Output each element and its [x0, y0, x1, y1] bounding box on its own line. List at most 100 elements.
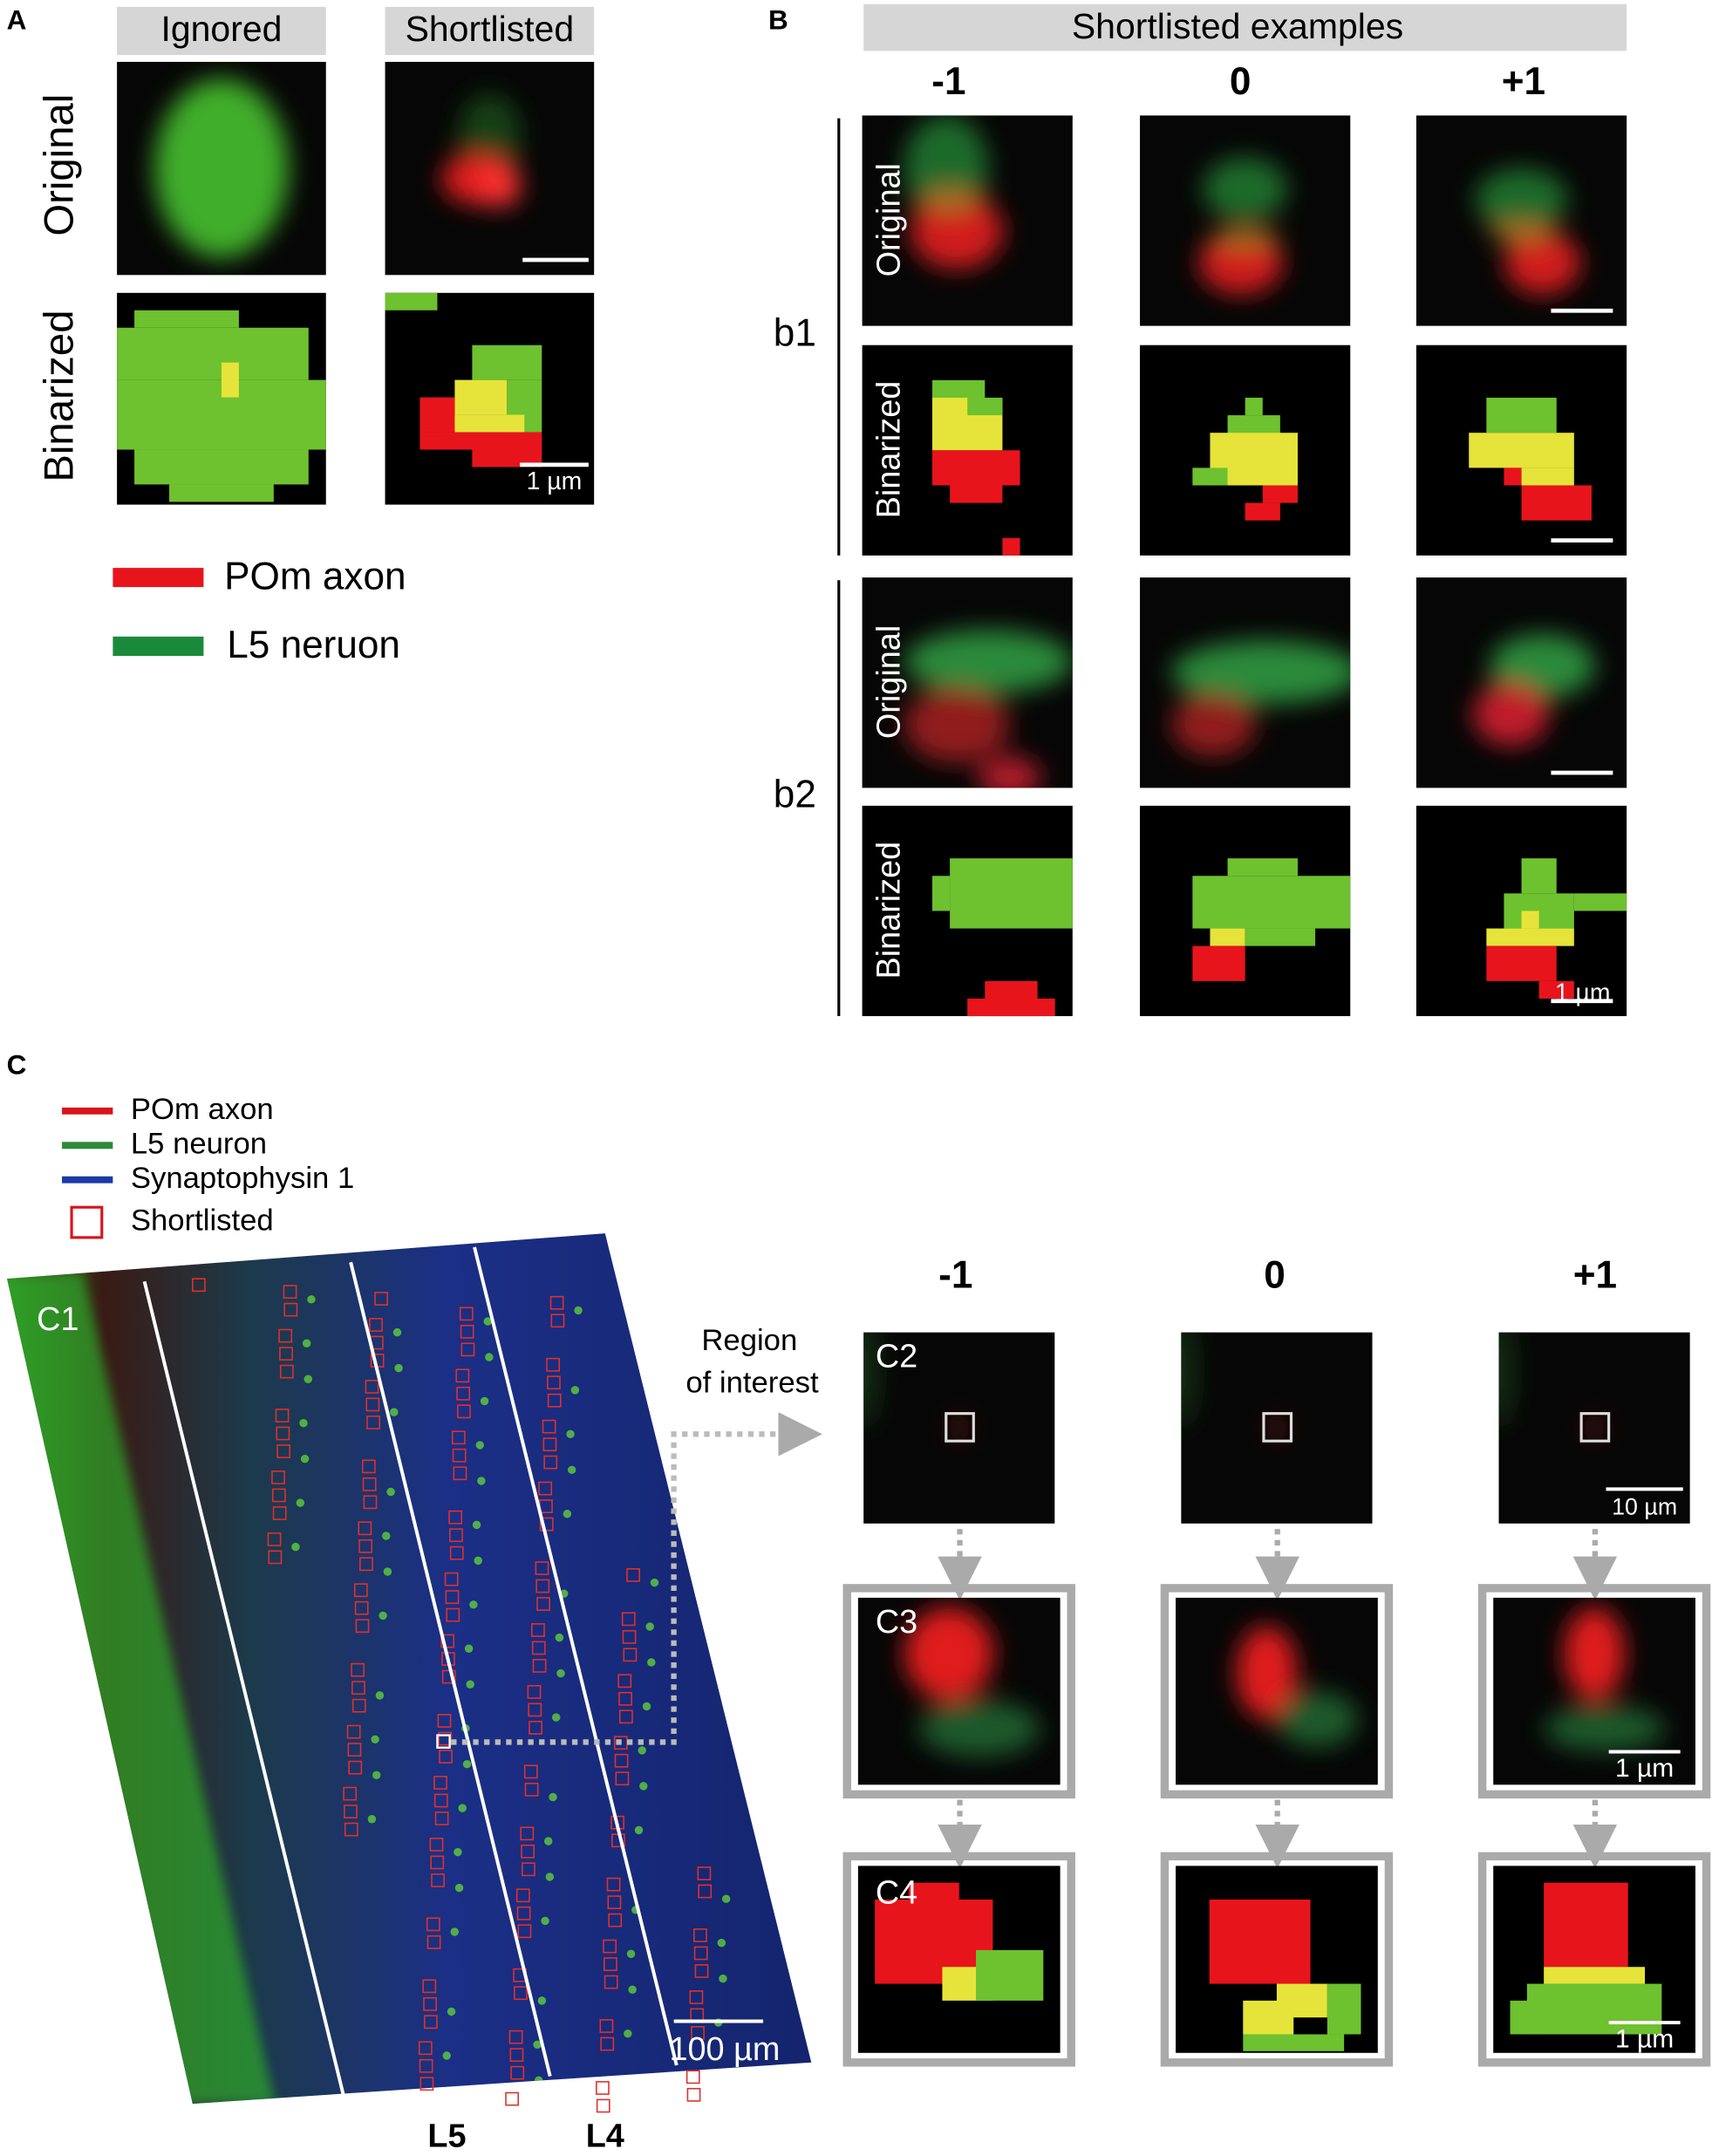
cell [390, 1408, 399, 1416]
shortlisted-box [626, 1568, 640, 1582]
column-header: +1 [1573, 1253, 1617, 1296]
original-image [1181, 1332, 1373, 1524]
cell [638, 1746, 646, 1755]
cell [475, 1441, 485, 1450]
original-image [1140, 115, 1351, 326]
shortlisted-box [686, 2087, 701, 2102]
blob [1564, 1607, 1625, 1701]
blob [1236, 1626, 1298, 1720]
binarized-image [385, 292, 595, 505]
original-image [1498, 1332, 1690, 1524]
cell [721, 1894, 731, 1903]
shortlisted-box [515, 1888, 530, 1903]
roi-connector [451, 1412, 822, 1745]
cell [296, 1498, 305, 1507]
pixel-block [931, 876, 951, 911]
original-image [117, 61, 326, 276]
shortlisted-box [547, 1375, 561, 1390]
pixel-block [117, 327, 309, 380]
cell [307, 1295, 316, 1304]
pixel-block [1486, 928, 1574, 946]
shortlisted-box [606, 1877, 621, 1892]
pixel-block [1192, 467, 1228, 486]
cell [299, 1418, 308, 1428]
cell [304, 1375, 312, 1383]
blobs [1544, 1607, 1666, 1751]
pixel-block [976, 1949, 1044, 2001]
blobs [154, 78, 289, 258]
cell [466, 1680, 474, 1689]
shortlisted-box [439, 1750, 453, 1764]
shortlisted-box [433, 1776, 447, 1790]
pixel-block [1504, 467, 1522, 486]
shortlisted-box [531, 1641, 546, 1655]
shortlisted-box [599, 2019, 614, 2033]
blob [1203, 157, 1287, 222]
shortlisted-box [527, 1685, 542, 1699]
cell [386, 1487, 395, 1497]
shortlisted-box [550, 1313, 565, 1328]
panel-label: B [768, 4, 788, 36]
shortlisted-box [535, 1561, 549, 1575]
blob [924, 187, 976, 213]
shortlisted-box [355, 1619, 370, 1634]
shortlisted-box [419, 2058, 433, 2073]
cell [444, 2087, 453, 2096]
blobs [1198, 157, 1287, 295]
blob [1171, 640, 1351, 704]
pixel-block [419, 397, 455, 433]
pixel-block [1544, 1967, 1646, 1984]
pixel-block [1469, 433, 1574, 468]
shortlisted-box [693, 1928, 707, 1942]
blobs [904, 1607, 1040, 1757]
cell [555, 1633, 564, 1642]
pixel-block [1526, 1983, 1662, 2035]
cell [458, 1804, 467, 1812]
pixel-block [1521, 858, 1557, 894]
shortlisted-box [365, 1380, 379, 1394]
shortlisted-box [275, 1409, 290, 1423]
shortlisted-box [510, 2065, 525, 2080]
shortlisted-box [693, 1946, 708, 1961]
shortlisted-box [361, 1459, 376, 1474]
shortlisted-box [452, 1448, 467, 1463]
shortlisted-box [358, 1539, 373, 1553]
legend-label: POm axon [224, 555, 406, 597]
shortlisted-box [283, 1285, 297, 1300]
cell [480, 1396, 489, 1406]
shortlisted-box [528, 1702, 542, 1717]
pixel-block [1192, 945, 1245, 981]
shortlisted-box [618, 1709, 633, 1724]
shortlisted-box [418, 2041, 433, 2056]
shortlisted-box [455, 1368, 470, 1383]
original-image [863, 1332, 1055, 1524]
pixel-block [472, 345, 542, 380]
shortlisted-box [549, 1295, 564, 1310]
blob [978, 756, 1041, 788]
roi-label: of interest [685, 1367, 819, 1400]
overview-detail [6, 1272, 731, 2105]
blob [904, 630, 1073, 693]
pixel-block [134, 449, 309, 485]
shortlisted-box [276, 1444, 291, 1458]
shortlisted-box [697, 1866, 712, 1880]
cell [302, 1339, 311, 1348]
cell [483, 1317, 492, 1326]
cell [474, 1556, 482, 1566]
overview-label: C1 [37, 1301, 78, 1338]
shortlisted-box [348, 1760, 363, 1775]
pixel-block [1192, 876, 1351, 929]
shortlisted-box [535, 1579, 550, 1593]
pixel-block [1327, 1983, 1361, 2035]
binarized-image [1140, 805, 1351, 1017]
row-label: Original [871, 625, 908, 739]
scale-bar-label: 100 µm [669, 2031, 780, 2068]
shortlisted-box [441, 1669, 456, 1684]
pixel-block [1262, 485, 1298, 503]
cell [624, 2029, 632, 2038]
cell [375, 1691, 385, 1700]
cell [372, 1771, 381, 1780]
shortlisted-box [459, 1307, 474, 1321]
column-header: 0 [1264, 1253, 1286, 1296]
row-label: C3 [876, 1604, 917, 1641]
